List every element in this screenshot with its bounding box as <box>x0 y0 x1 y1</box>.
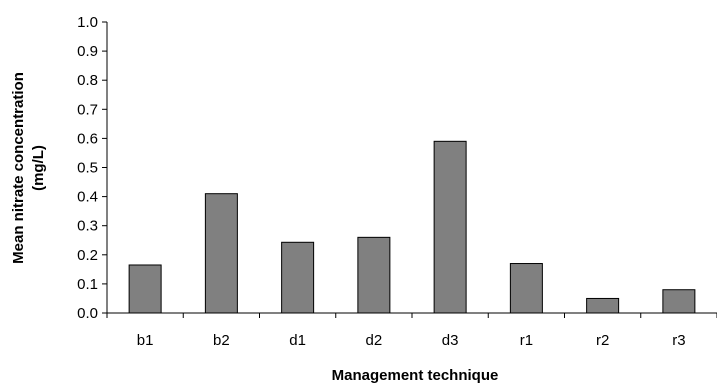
x-axis-ticks: b1 b2 d1 d2 d3 r1 r2 r3 <box>106 313 717 349</box>
x-tick-label: r1 <box>520 332 533 349</box>
y-tick-label: 0.2 <box>77 247 98 264</box>
bar-b1 <box>128 264 162 314</box>
x-tick-label: d2 <box>366 332 383 349</box>
x-tick-label: r2 <box>596 332 609 349</box>
y-axis-title: Mean nitrate concentration (mg/L) <box>10 72 47 264</box>
y-tick-label: 0.7 <box>77 101 98 118</box>
y-tick-label: 0.3 <box>77 218 98 235</box>
y-axis-title-line-1: Mean nitrate concentration <box>10 72 27 264</box>
y-tick-label: 0.6 <box>77 130 98 147</box>
x-tick-label: r3 <box>672 332 685 349</box>
x-axis-title: Management technique <box>332 367 499 383</box>
x-tick-label: b2 <box>213 332 230 349</box>
y-axis-title-line-2: (mg/L) <box>30 145 47 191</box>
y-tick-label: 0.8 <box>77 72 98 89</box>
bar-r2 <box>586 297 620 314</box>
y-tick-label: 0.0 <box>77 305 98 322</box>
y-tick-label: 0.5 <box>77 160 98 177</box>
y-tick-label: 0.4 <box>77 189 98 206</box>
y-tick-label: 0.9 <box>77 43 98 60</box>
x-tick-label: d1 <box>289 332 306 349</box>
y-axis-ticks: 0.0 0.1 0.2 0.3 0.4 0.5 0.6 0.7 0.8 0.9 1.0 <box>77 14 107 322</box>
bar-d2 <box>357 236 391 314</box>
bar-b2 <box>204 193 238 314</box>
bar-d3 <box>433 140 467 314</box>
y-tick-label: 0.1 <box>77 276 98 293</box>
bars <box>128 140 696 314</box>
bar-d1 <box>281 241 315 314</box>
bar-r1 <box>509 263 543 314</box>
bar-r3 <box>662 289 696 314</box>
x-tick-label: b1 <box>137 332 154 349</box>
y-tick-label: 1.0 <box>77 14 98 31</box>
x-tick-label: d3 <box>442 332 459 349</box>
